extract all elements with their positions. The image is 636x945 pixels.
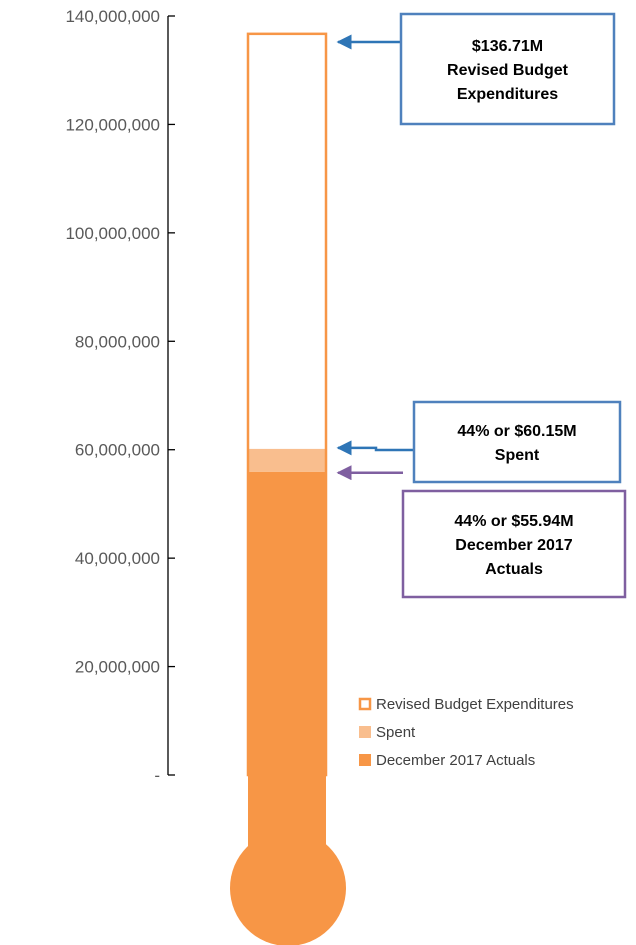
- callout-box: [399, 12, 616, 126]
- legend-swatch: [359, 754, 371, 766]
- callout-december-actuals: 44% or $55.94M December 2017 Actuals: [336, 465, 627, 599]
- legend-swatch: [358, 697, 372, 711]
- bar-revised-budget-expenditures: [246, 32, 328, 777]
- callouts: $136.71M Revised Budget Expenditures 44% or…: [336, 12, 627, 599]
- y-tick-label: -: [154, 766, 160, 785]
- callout-spent: 44% or $60.15M Spent: [336, 400, 622, 484]
- callout-box: [401, 489, 627, 599]
- legend-label: December 2017 Actuals: [376, 752, 535, 769]
- callout-revised-budget: $136.71M Revised Budget Expenditures: [336, 12, 616, 126]
- legend-label: Revised Budget Expenditures: [376, 696, 574, 713]
- callout-line: $136.71M: [472, 38, 543, 55]
- y-tick-label: 140,000,000: [65, 7, 160, 26]
- bar-spent: [248, 448, 326, 472]
- callout-line: December 2017: [455, 537, 573, 554]
- callout-line: 44% or $55.94M: [454, 513, 573, 530]
- callout-line: 44% or $60.15M: [457, 423, 576, 440]
- callout-line: Spent: [495, 447, 540, 464]
- callout-arrow: [336, 440, 414, 456]
- bar-december-2017-actuals: [248, 471, 326, 868]
- y-tick-label: 60,000,000: [75, 441, 160, 460]
- y-tick-label: 40,000,000: [75, 549, 160, 568]
- y-tick-label: 80,000,000: [75, 332, 160, 351]
- thermometer-marks: [230, 32, 346, 945]
- y-tick-label: 20,000,000: [75, 658, 160, 677]
- legend-label: Spent: [376, 724, 416, 741]
- legend-swatch: [359, 726, 371, 738]
- callout-line: Revised Budget: [447, 62, 569, 79]
- y-tick-label: 100,000,000: [65, 224, 160, 243]
- callout-box: [412, 400, 622, 484]
- callout-line: Actuals: [485, 561, 543, 578]
- y-axis: - 20,000,000 40,000,000 60,000,000 80,000,00…: [65, 7, 175, 785]
- callout-line: Expenditures: [457, 86, 558, 103]
- legend: Revised Budget Expenditures Spent December…: [358, 696, 574, 769]
- y-tick-label: 120,000,000: [65, 115, 160, 134]
